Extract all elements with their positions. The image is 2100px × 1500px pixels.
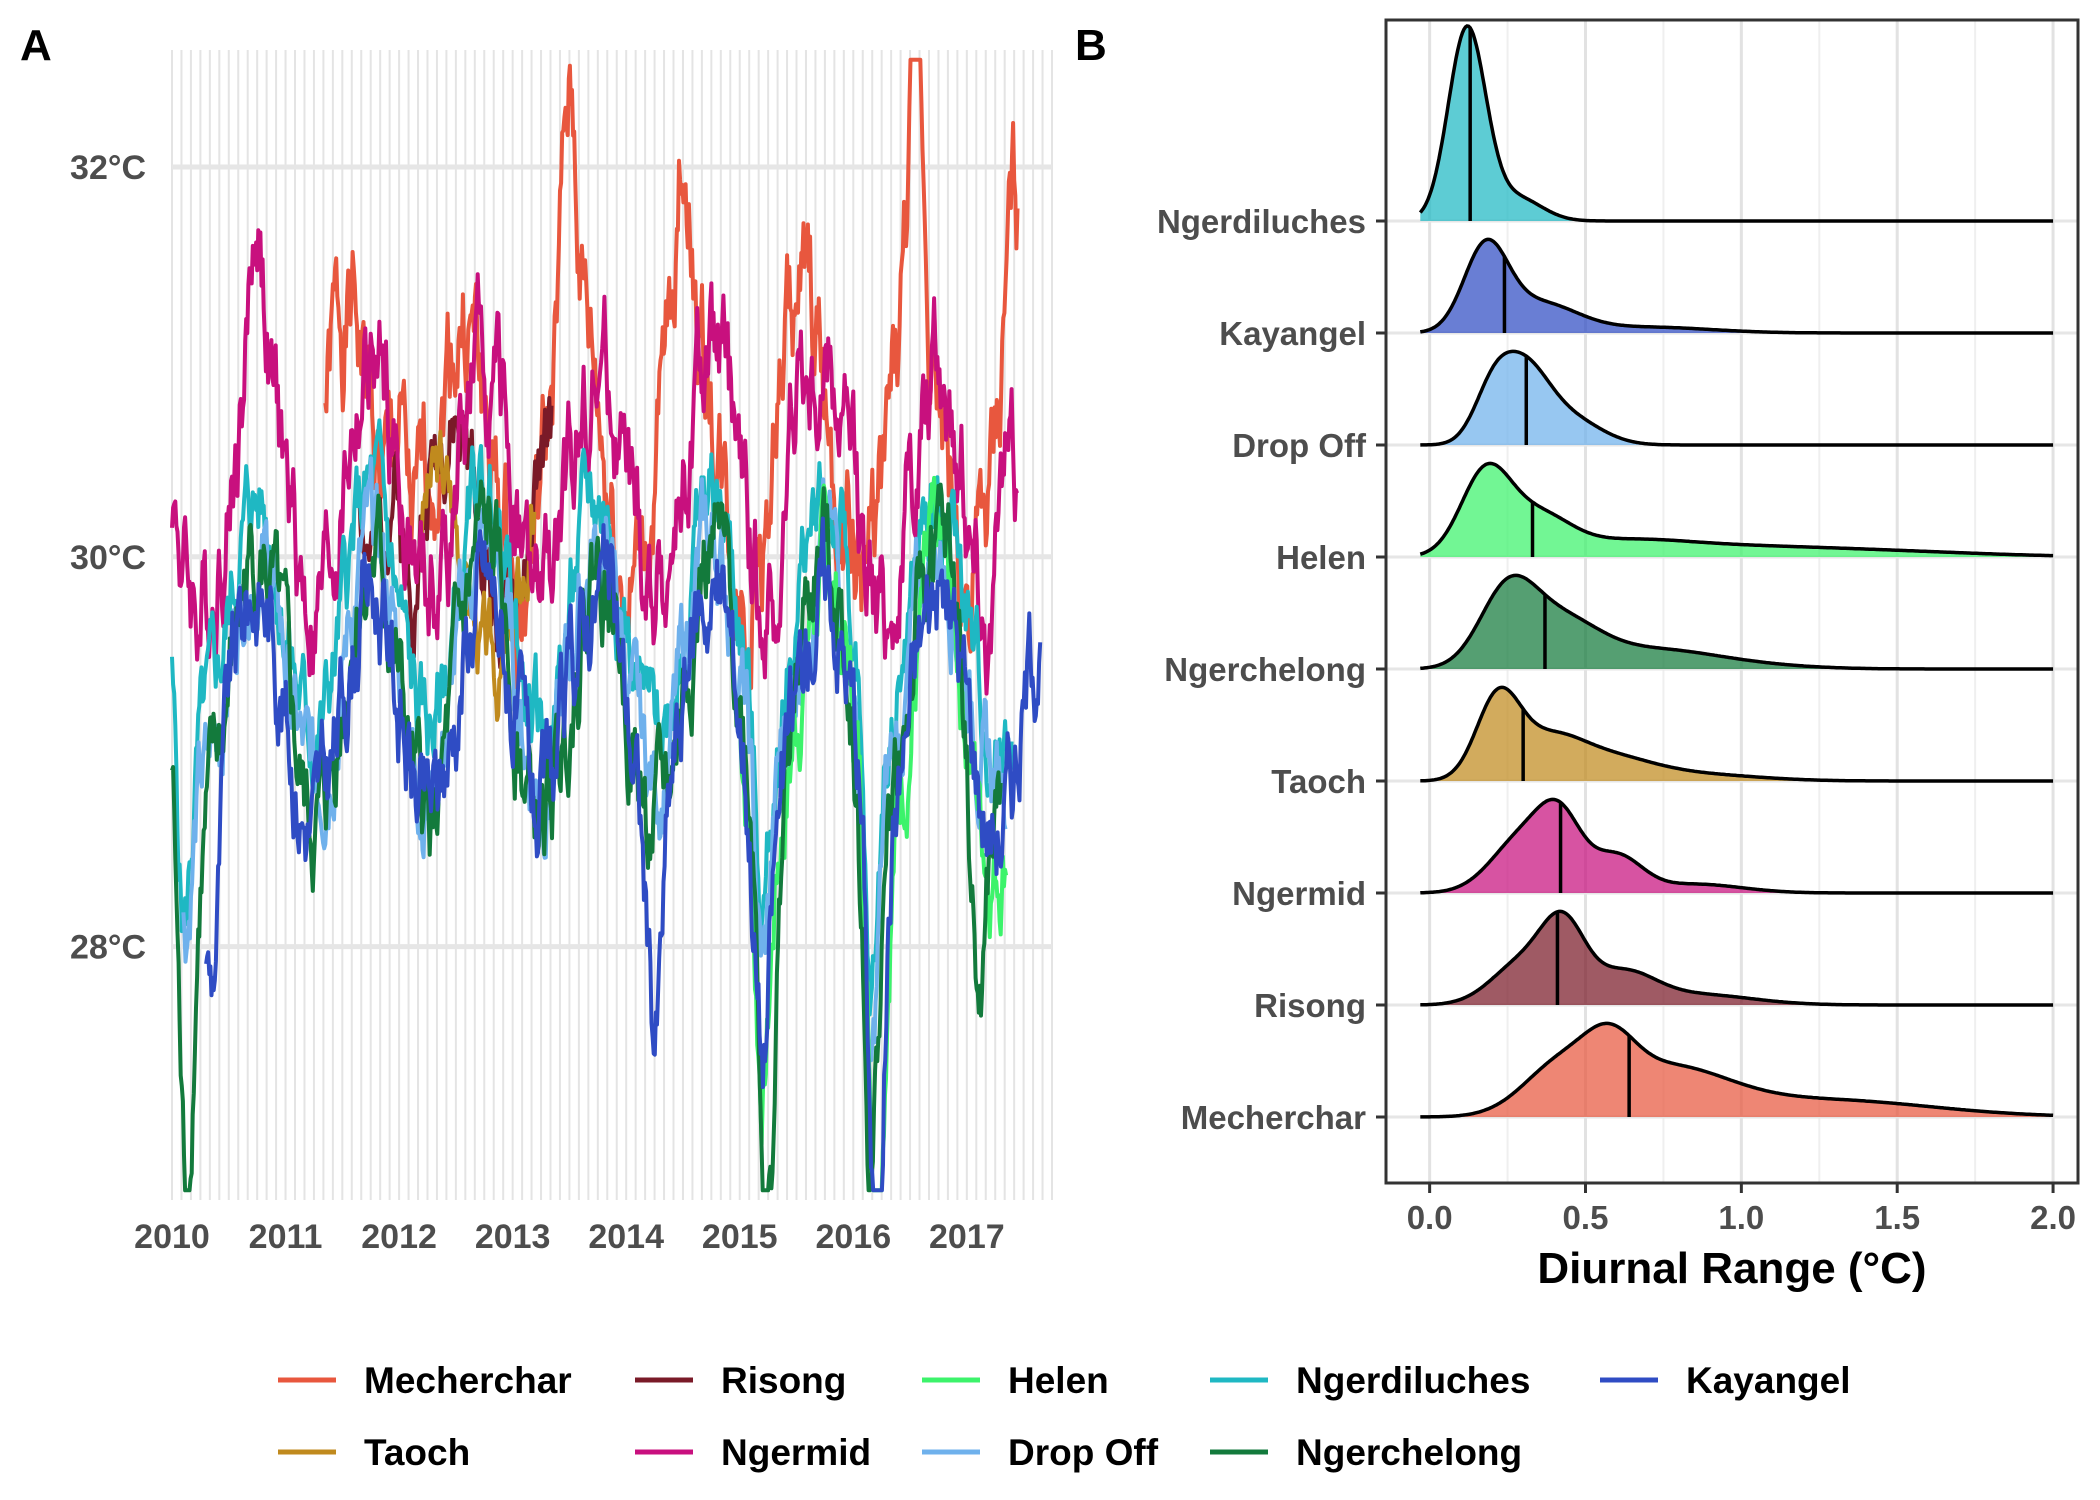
ridge-outline-taoch bbox=[1420, 685, 2054, 783]
panel-a-x-tick-label: 2010 bbox=[134, 1218, 210, 1256]
ridge-drop-off bbox=[1420, 349, 2054, 447]
ridge-outline-ngermid bbox=[1420, 797, 2054, 895]
ridge-fill-ngerchelong bbox=[1420, 575, 2054, 669]
ridge-fill-kayangel bbox=[1420, 239, 2054, 333]
panel-b-x-tick-label: 1.0 bbox=[1718, 1199, 1764, 1236]
ridge-mecherchar bbox=[1420, 1021, 2054, 1119]
ridge-outline-helen bbox=[1419, 461, 2054, 558]
panel-b-y-tick-label: Mecherchar bbox=[1181, 1099, 1366, 1136]
legend-item-taoch: Taoch bbox=[278, 1432, 470, 1473]
series-line-ngermid bbox=[170, 228, 1019, 696]
legend-item-kayangel: Kayangel bbox=[1600, 1360, 1851, 1401]
panel-b-x-tick-label: 0.5 bbox=[1563, 1199, 1609, 1236]
panel-a-x-tick-label: 2014 bbox=[588, 1218, 664, 1256]
panel-a-line-chart: 28°C 30°C 32°C 2010 2011 2012 2013 2014 2015 2016… bbox=[70, 50, 1053, 1256]
legend-item-risong: Risong bbox=[635, 1360, 846, 1401]
ridge-fill-mecherchar bbox=[1420, 1023, 2054, 1117]
panel-a-x-tick-label: 2015 bbox=[702, 1218, 778, 1256]
panel-a-x-tick-label: 2012 bbox=[361, 1218, 437, 1256]
ridge-helen bbox=[1419, 461, 2054, 558]
ridge-fill-drop-off bbox=[1420, 351, 2054, 445]
panel-a-y-tick-label: 30°C bbox=[70, 539, 146, 577]
legend-item-ngermid: Ngermid bbox=[635, 1432, 871, 1473]
panel-a-series bbox=[170, 57, 1043, 1193]
legend-label: Helen bbox=[1008, 1360, 1109, 1401]
panel-b-y-tick-label: Ngermid bbox=[1232, 875, 1366, 912]
legend-label: Mecherchar bbox=[364, 1360, 572, 1401]
panel-a-letter: A bbox=[20, 21, 52, 70]
ridge-ngerchelong bbox=[1420, 573, 2054, 671]
ridge-taoch bbox=[1420, 685, 2054, 783]
panel-b-y-tick-label: Ngerdiluches bbox=[1157, 203, 1366, 240]
panel-b-x-tick-label: 0.0 bbox=[1407, 1199, 1453, 1236]
ridge-risong bbox=[1420, 909, 2054, 1007]
ridge-outline-ngerchelong bbox=[1420, 573, 2054, 671]
legend-item-mecherchar: Mecherchar bbox=[278, 1360, 572, 1401]
panel-b-ridgeline-chart: Mecherchar Risong Ngermid Taoch Ngerchelong H… bbox=[1157, 18, 2080, 1293]
ridge-outline-risong bbox=[1420, 909, 2054, 1007]
legend-label: Kayangel bbox=[1686, 1360, 1851, 1401]
panel-b-y-tick-label: Risong bbox=[1254, 987, 1366, 1024]
panel-a-y-tick-label: 32°C bbox=[70, 149, 146, 187]
ridge-fill-ngerdiluches bbox=[1420, 26, 2054, 221]
legend-item-ngerchelong: Ngerchelong bbox=[1210, 1432, 1522, 1473]
ridge-outline-kayangel bbox=[1419, 237, 2054, 335]
legend-label: Ngerdiluches bbox=[1296, 1360, 1530, 1401]
legend-label: Ngerchelong bbox=[1296, 1432, 1522, 1473]
ridge-ngerdiluches bbox=[1418, 24, 2054, 223]
panel-a-x-tick-label: 2017 bbox=[929, 1218, 1005, 1256]
ridge-fill-taoch bbox=[1420, 687, 2054, 781]
legend: Mecherchar Risong Helen Ngerdiluches Kayange… bbox=[278, 1360, 1851, 1473]
panel-b-x-tick-label: 1.5 bbox=[1874, 1199, 1920, 1236]
panel-a-x-tick-label: 2016 bbox=[815, 1218, 891, 1256]
panel-b-y-tick-label: Drop Off bbox=[1232, 427, 1367, 464]
legend-label: Taoch bbox=[364, 1432, 470, 1473]
panel-b-border bbox=[1384, 18, 2080, 1185]
ridge-fill-ngermid bbox=[1420, 799, 2054, 893]
ridge-kayangel bbox=[1419, 237, 2054, 335]
panel-b-y-tick-label: Helen bbox=[1276, 539, 1366, 576]
ridge-outline-mecherchar bbox=[1420, 1021, 2054, 1119]
panel-b-y-tick-label: Kayangel bbox=[1219, 315, 1366, 352]
panel-b-ridges bbox=[1418, 24, 2054, 1119]
legend-label: Risong bbox=[721, 1360, 846, 1401]
panel-b-x-tick-label: 2.0 bbox=[2030, 1199, 2076, 1236]
ridge-fill-risong bbox=[1420, 911, 2054, 1005]
ridge-fill-helen bbox=[1420, 463, 2054, 557]
legend-label: Ngermid bbox=[721, 1432, 871, 1473]
panel-a-x-tick-label: 2013 bbox=[475, 1218, 551, 1256]
panel-b-letter: B bbox=[1075, 21, 1107, 70]
series-line-kayangel bbox=[204, 516, 1043, 1193]
panel-b-x-axis-title: Diurnal Range (°C) bbox=[1537, 1244, 1926, 1293]
ridge-ngermid bbox=[1420, 797, 2054, 895]
panel-a-x-tick-label: 2011 bbox=[249, 1218, 323, 1256]
legend-item-helen: Helen bbox=[922, 1360, 1109, 1401]
panel-b-y-tick-label: Taoch bbox=[1271, 763, 1366, 800]
ridge-outline-ngerdiluches bbox=[1418, 24, 2054, 223]
legend-item-ngerdiluches: Ngerdiluches bbox=[1210, 1360, 1530, 1401]
panel-a-y-tick-label: 28°C bbox=[70, 929, 146, 967]
legend-label: Drop Off bbox=[1008, 1432, 1159, 1473]
legend-item-drop-off: Drop Off bbox=[922, 1432, 1159, 1473]
panel-b-y-tick-label: Ngerchelong bbox=[1164, 651, 1366, 688]
ridge-outline-drop-off bbox=[1420, 349, 2054, 447]
